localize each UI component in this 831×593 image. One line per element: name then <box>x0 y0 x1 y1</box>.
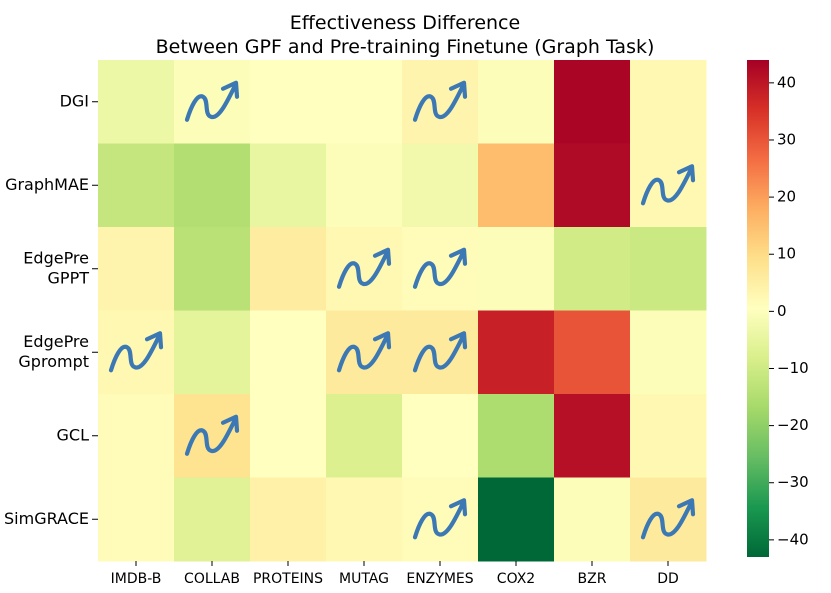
chart-title-line-2: Between GPF and Pre-training Finetune (G… <box>156 36 655 58</box>
heatmap-cell-r3-c2 <box>250 310 327 395</box>
heatmap-cell-r2-c4 <box>402 227 479 311</box>
up-trend-arrow-icon <box>412 247 468 289</box>
heatmap-cell-r1-c4 <box>402 143 479 228</box>
heatmap-cell-r3-c3 <box>326 310 403 395</box>
heatmap-cell-r0-c3 <box>326 60 403 144</box>
heatmap-cell-r1-c2 <box>250 143 327 228</box>
heatmap-cell-r1-c5 <box>478 143 555 228</box>
row-label: GPPT <box>48 268 90 287</box>
heatmap-cell-r0-c2 <box>250 60 327 144</box>
heatmap-cell-r2-c2 <box>250 227 327 311</box>
colorbar-tick-label: 40 <box>777 73 796 91</box>
heatmap-cell-r0-c6 <box>554 60 631 144</box>
column-labels: IMDB-B COLLAB PROTEINS MUTAG ENZYMES COX2 BZR D… <box>111 561 679 587</box>
up-trend-arrow-icon <box>108 331 164 373</box>
colorbar-ticks: 40 30 20 10 0 −10 −20 −30 −40 <box>769 73 809 548</box>
up-trend-arrow-icon <box>336 247 392 289</box>
colorbar-tick-label: −30 <box>777 473 809 491</box>
colorbar-tick-label: 20 <box>777 188 796 206</box>
colorbar <box>747 60 769 557</box>
heatmap-cell-r4-c7 <box>630 394 707 478</box>
heatmap-cell-r2-c6 <box>554 227 631 311</box>
up-trend-arrow-icon <box>184 414 240 456</box>
column-label: ENZYMES <box>406 571 473 587</box>
row-label: Gprompt <box>18 352 89 371</box>
up-trend-arrow-icon <box>640 164 696 206</box>
colorbar-tick-label: −20 <box>777 416 809 434</box>
heatmap-cell-r4-c1 <box>174 394 251 478</box>
row-label: EdgePre <box>23 248 89 267</box>
row-label: GraphMAE <box>5 175 89 194</box>
colorbar-tick-label: −10 <box>777 359 809 377</box>
heatmap-cell-r5-c0 <box>98 477 175 562</box>
column-label: PROTEINS <box>253 571 323 587</box>
row-labels: DGIGraphMAEEdgePreGPPTEdgePreGpromptGCLS… <box>4 91 98 528</box>
heatmap-cell-r3-c5 <box>478 310 555 395</box>
chart-title-line-1: Effectiveness Difference <box>290 12 520 34</box>
heatmap-cell-r2-c3 <box>326 227 403 311</box>
up-trend-arrow-icon <box>412 331 468 373</box>
heatmap-cell-r4-c3 <box>326 394 403 478</box>
colorbar-tick-label: 30 <box>777 130 796 148</box>
column-label: IMDB-B <box>111 571 162 587</box>
heatmap-cell-r3-c0 <box>98 310 175 395</box>
colorbar-tick-label: −40 <box>777 530 809 548</box>
up-trend-arrow-icon <box>184 80 240 122</box>
heatmap-cell-r4-c0 <box>98 394 175 478</box>
heatmap-cell-r3-c4 <box>402 310 479 395</box>
heatmap-cell-r3-c6 <box>554 310 631 395</box>
up-trend-arrow-icon <box>640 498 696 540</box>
heatmap-cell-r0-c0 <box>98 60 175 144</box>
heatmap-cell-r3-c1 <box>174 310 251 395</box>
heatmap-cell-r3-c7 <box>630 310 707 395</box>
heatmap-cell-r0-c7 <box>630 60 707 144</box>
colorbar-tick-label: 0 <box>777 302 787 320</box>
column-label: COLLAB <box>184 571 240 587</box>
row-label: SimGRACE <box>4 509 89 528</box>
row-label: EdgePre <box>23 332 89 351</box>
heatmap-cell-r5-c2 <box>250 477 327 562</box>
heatmap-cell-r1-c3 <box>326 143 403 228</box>
heatmap-cell-r0-c5 <box>478 60 555 144</box>
heatmap-cell-r2-c1 <box>174 227 251 311</box>
up-trend-arrow-icon <box>412 80 468 122</box>
heatmap-cell-r1-c1 <box>174 143 251 228</box>
heatmap-cell-r5-c5 <box>478 477 555 562</box>
heatmap-cell-r5-c3 <box>326 477 403 562</box>
heatmap-cell-r2-c0 <box>98 227 175 311</box>
row-label: GCL <box>57 425 90 444</box>
heatmap-cell-r0-c4 <box>402 60 479 144</box>
up-trend-arrow-icon <box>412 498 468 540</box>
heatmap-cell-r2-c5 <box>478 227 555 311</box>
heatmap-cell-r4-c6 <box>554 394 631 478</box>
heatmap-cell-r4-c4 <box>402 394 479 478</box>
column-label: BZR <box>578 571 607 587</box>
column-label: MUTAG <box>339 571 389 587</box>
heatmap-cell-r2-c7 <box>630 227 707 311</box>
heatmap-cell-r5-c4 <box>402 477 479 562</box>
arrow-markers <box>108 80 696 540</box>
heatmap-cell-r5-c6 <box>554 477 631 562</box>
heatmap-cell-r1-c0 <box>98 143 175 228</box>
column-label: COX2 <box>497 571 535 587</box>
heatmap-cell-r4-c5 <box>478 394 555 478</box>
row-label: DGI <box>60 91 89 110</box>
colorbar-tick-label: 10 <box>777 245 796 263</box>
heatmap-cell-r5-c1 <box>174 477 251 562</box>
heatmap-cell-r5-c7 <box>630 477 707 562</box>
heatmap-cell-r0-c1 <box>174 60 251 144</box>
heatmap-cell-r1-c7 <box>630 143 707 228</box>
column-label: DD <box>657 571 679 587</box>
heatmap-cells <box>98 60 707 562</box>
heatmap-cell-r1-c6 <box>554 143 631 228</box>
heatmap-cell-r4-c2 <box>250 394 327 478</box>
up-trend-arrow-icon <box>336 331 392 373</box>
